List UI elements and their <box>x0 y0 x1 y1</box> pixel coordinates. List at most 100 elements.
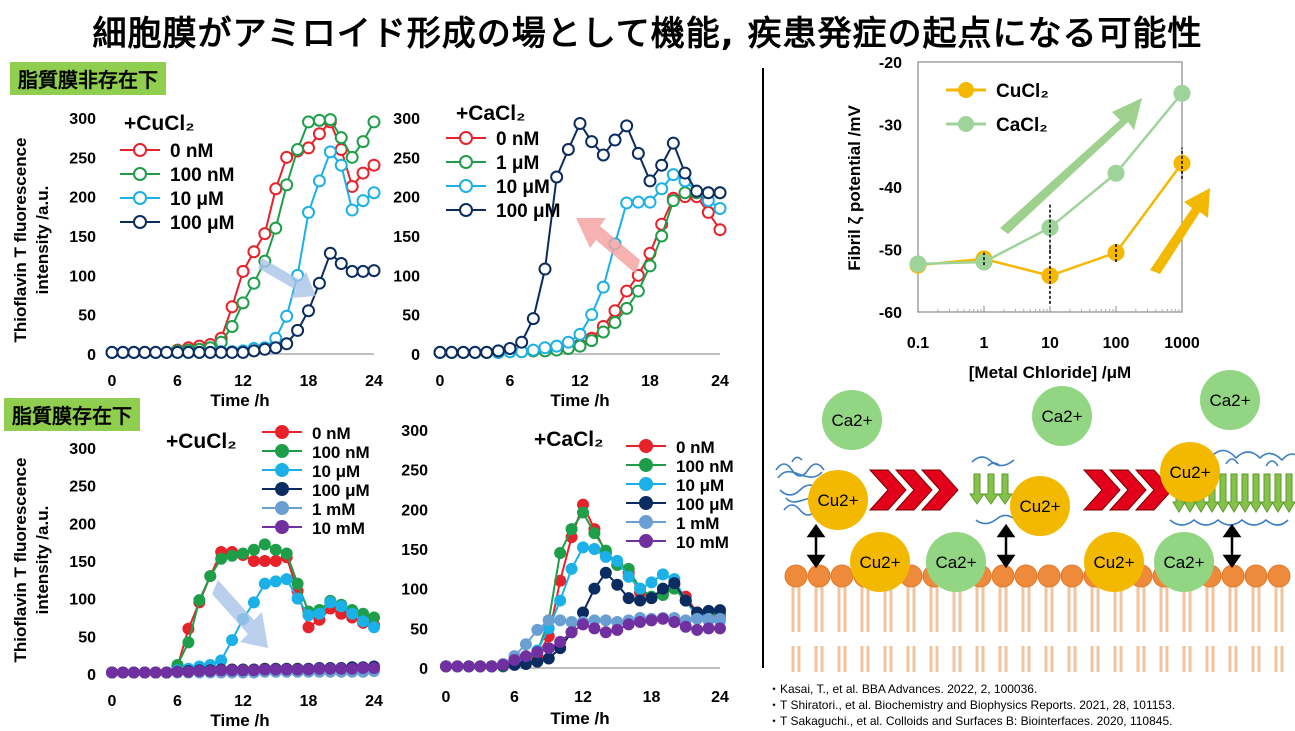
series-line-CaCl₂ <box>917 92 1183 266</box>
data-point <box>182 665 195 678</box>
y-tick-label: 150 <box>69 229 96 246</box>
legend-label: CaCl₂ <box>996 115 1048 136</box>
data-point <box>631 195 645 209</box>
y-tick-label: 250 <box>393 150 420 167</box>
data-point <box>368 621 380 634</box>
data-point <box>497 658 510 671</box>
data-point <box>634 594 647 607</box>
y-tick-label: -60 <box>879 305 902 322</box>
data-point <box>599 626 612 639</box>
data-point <box>258 555 271 567</box>
data-point <box>713 201 727 215</box>
x-tick-label: 24 <box>711 373 729 390</box>
x-tick-label: 100 <box>1103 335 1130 352</box>
data-point <box>643 174 657 188</box>
data-point <box>1173 84 1191 102</box>
data-point <box>237 664 249 677</box>
data-point <box>701 186 715 200</box>
ion-label: Cu2+ <box>1093 553 1134 572</box>
data-point <box>258 538 271 551</box>
x-tick-label: 12 <box>571 373 589 390</box>
legend-label: 0 nM <box>496 129 539 150</box>
x-tick-label: 24 <box>365 693 383 710</box>
series-line-100 μM <box>440 121 720 354</box>
legend-label: 100 μM <box>676 495 734 514</box>
data-point <box>214 345 228 359</box>
data-point <box>334 257 348 271</box>
data-point <box>531 646 544 659</box>
chart-no-membrane-cucl2: 0 50 100 150 200 250 300 0 6 12 18 24 Thioflavin T f… <box>11 111 383 410</box>
x-tick-label: 6 <box>506 373 515 390</box>
y-tick-label: 200 <box>69 190 96 207</box>
data-point <box>554 546 567 559</box>
y-tick-label: 0 <box>419 661 428 678</box>
data-point <box>346 607 359 620</box>
references: ・Kasai, T., et al. BBA Advances. 2022, 2… <box>768 681 1175 729</box>
data-point <box>565 523 578 536</box>
legend-label: 10 mM <box>676 533 729 552</box>
y-tick-label: -40 <box>879 180 902 197</box>
legend-label: 100 μM <box>170 213 234 234</box>
data-point <box>193 594 206 607</box>
ion-label: Cu2+ <box>817 491 858 510</box>
y-tick-label: 250 <box>401 463 428 480</box>
data-point <box>585 308 599 322</box>
data-point <box>127 345 141 359</box>
y-tick-label: 0 <box>411 347 420 364</box>
data-point <box>149 345 163 359</box>
data-point <box>312 127 326 141</box>
legend-label: 100 nM <box>312 443 370 462</box>
ion-ca-5: Ca2+ <box>1154 532 1214 592</box>
data-point <box>193 664 206 677</box>
y-axis-label: Thioflavin T fluorescence intensity /a.u. <box>11 458 52 663</box>
ion-ca-3: Ca2+ <box>1200 370 1260 430</box>
data-point <box>116 345 130 359</box>
legend-marker <box>133 215 147 229</box>
x-tick-label: 18 <box>300 693 318 710</box>
y-tick-label: 0 <box>87 667 96 684</box>
data-point <box>149 666 162 679</box>
data-point <box>588 622 601 635</box>
data-point <box>542 614 555 627</box>
data-point <box>608 133 622 147</box>
data-point <box>1107 164 1125 182</box>
data-point <box>225 300 239 314</box>
data-point <box>302 141 315 155</box>
data-point <box>226 634 239 647</box>
lipid-head <box>991 564 1015 588</box>
data-point <box>573 339 587 353</box>
data-point <box>531 623 544 636</box>
data-point <box>313 607 326 620</box>
legend-marker <box>459 155 473 169</box>
progression-chevrons-1 <box>868 469 959 511</box>
membrane-diagram: Ca2+ Ca2+ Ca2+ Cu2+ Cu2+ Cu2+ Cu2+ Ca2+ … <box>775 370 1295 672</box>
data-point <box>346 662 359 675</box>
data-point <box>631 146 645 160</box>
y-tick-label: 200 <box>393 190 420 207</box>
beta-strand <box>1260 473 1274 513</box>
data-point <box>247 596 260 609</box>
data-point <box>634 582 647 595</box>
data-point <box>335 600 348 613</box>
data-point <box>620 301 634 315</box>
data-point <box>269 543 282 556</box>
legend-label: 100 nM <box>170 165 234 186</box>
data-point <box>247 245 261 259</box>
data-point <box>335 662 348 675</box>
data-point <box>138 666 151 679</box>
data-point <box>655 229 669 243</box>
legend-label: 0 nM <box>676 438 715 457</box>
data-point <box>573 327 587 341</box>
y-tick-label: -50 <box>879 243 902 260</box>
trend-arrow <box>258 258 316 298</box>
legend-label: CuCl₂ <box>996 81 1049 102</box>
data-point <box>258 227 272 241</box>
x-axis-label: [Metal Chloride] /μM <box>969 363 1131 382</box>
data-point <box>226 549 239 562</box>
data-point <box>645 576 658 589</box>
beta-strand <box>1271 473 1285 513</box>
legend-marker <box>133 191 147 205</box>
x-tick-label: 0 <box>436 373 445 390</box>
chart-title: +CaCl₂ <box>534 428 603 451</box>
ion-label: Cu2+ <box>1019 497 1060 516</box>
